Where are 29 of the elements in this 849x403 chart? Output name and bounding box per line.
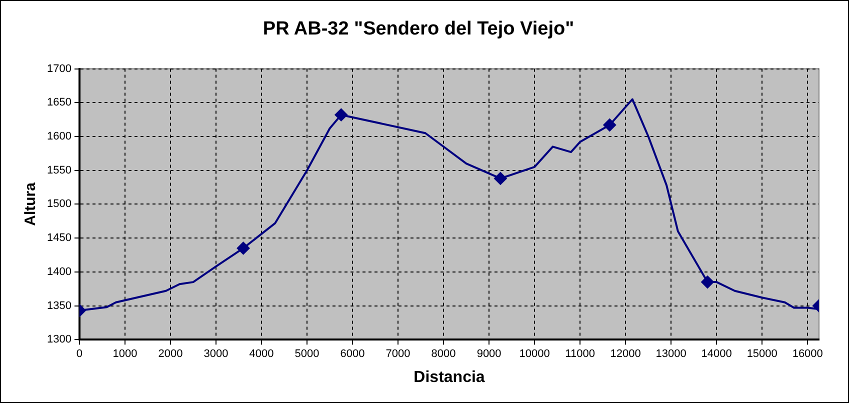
- x-tick-label: 13000: [656, 348, 686, 360]
- x-tick-label: 16000: [792, 348, 823, 360]
- y-tick-label: 1650: [46, 96, 72, 109]
- x-tick-label: 0: [76, 348, 83, 360]
- x-tick-label: 9000: [476, 348, 502, 360]
- y-tick-label: 1350: [46, 300, 72, 312]
- x-tick-label: 12000: [610, 348, 641, 360]
- y-tick-label: 1300: [46, 334, 72, 346]
- x-tick-label: 5000: [294, 348, 320, 360]
- x-tick-label: 1000: [112, 348, 138, 360]
- y-tick-label: 1500: [46, 198, 72, 210]
- x-tick-label: 8000: [431, 348, 456, 360]
- y-tick-label: 1600: [46, 130, 72, 143]
- y-axis-title: Altura: [22, 182, 40, 226]
- y-tick-label: 1450: [46, 232, 72, 244]
- x-tick-label: 7000: [386, 348, 410, 360]
- x-tick-label: 6000: [340, 348, 365, 360]
- x-tick-label: 10000: [519, 348, 550, 360]
- y-tick-label: 1550: [46, 164, 72, 176]
- chart-title: PR AB-32 "Sendero del Tejo Viejo": [262, 18, 574, 40]
- x-tick-label: 3000: [204, 348, 228, 360]
- x-tick-label: 2000: [158, 348, 183, 360]
- y-tick-label: 1700: [46, 62, 72, 75]
- x-tick-label: 11000: [565, 348, 595, 360]
- x-tick-label: 14000: [701, 348, 732, 360]
- x-tick-label: 4000: [249, 348, 274, 360]
- y-tick-label: 1400: [46, 266, 72, 278]
- x-tick-label: 15000: [746, 348, 778, 360]
- x-axis-title: Distancia: [414, 368, 485, 386]
